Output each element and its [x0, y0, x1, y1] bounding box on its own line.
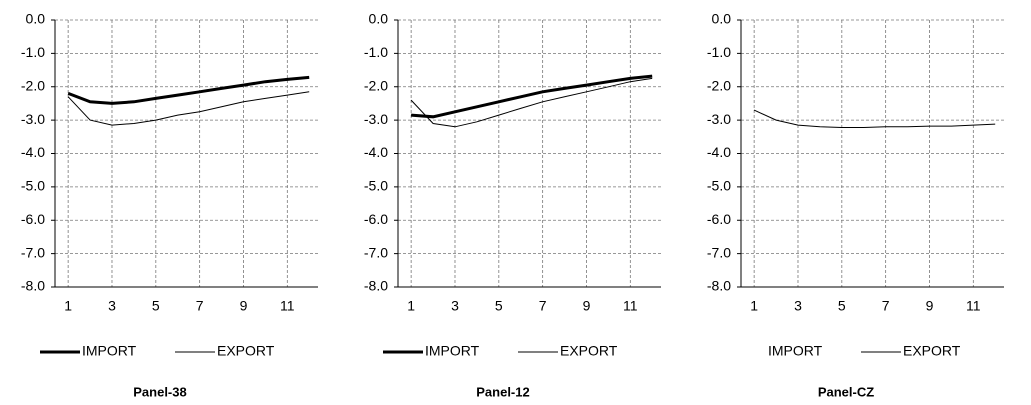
x-tick-label: 7: [882, 298, 890, 314]
y-tick-label: -5.0: [707, 178, 731, 194]
x-tick-label: 11: [280, 298, 295, 314]
line-series: [410, 77, 653, 128]
legend-label: IMPORT: [425, 343, 480, 359]
y-tick-label: -7.0: [364, 244, 388, 260]
x-tick-label: 1: [64, 298, 72, 314]
y-tick-label: -7.0: [707, 244, 731, 260]
y-tick-label: -5.0: [21, 178, 45, 194]
x-tick-label: 5: [838, 298, 846, 314]
legend-label: EXPORT: [217, 343, 275, 359]
y-tick-label: -6.0: [364, 211, 388, 227]
x-tick-label: 5: [495, 298, 503, 314]
y-tick-label: -3.0: [707, 111, 731, 127]
x-tick-label: 11: [966, 298, 981, 314]
x-tick-label: 7: [196, 298, 204, 314]
line-series: [67, 75, 310, 105]
y-tick-label: -4.0: [364, 144, 388, 160]
y-tick-label: -4.0: [21, 144, 45, 160]
line-series: [410, 74, 653, 119]
chart-title: Panel-38: [133, 384, 186, 399]
legend-label: IMPORT: [768, 343, 823, 359]
y-tick-label: -3.0: [364, 111, 388, 127]
y-tick-label: -7.0: [21, 244, 45, 260]
y-tick-label: -1.0: [707, 44, 731, 60]
line-series: [67, 91, 310, 126]
y-tick-label: 0.0: [26, 11, 46, 27]
legend-label: EXPORT: [903, 343, 961, 359]
x-tick-label: 3: [794, 298, 802, 314]
x-tick-label: 11: [623, 298, 638, 314]
y-tick-label: -2.0: [364, 77, 388, 93]
line-series: [753, 109, 996, 128]
y-tick-label: 0.0: [369, 11, 389, 27]
y-tick-label: -8.0: [364, 278, 388, 294]
y-tick-label: -5.0: [364, 178, 388, 194]
y-tick-label: -8.0: [21, 278, 45, 294]
x-tick-label: 3: [451, 298, 459, 314]
chart-title: Panel-CZ: [818, 384, 874, 399]
y-tick-label: -6.0: [21, 211, 45, 227]
y-tick-label: -4.0: [707, 144, 731, 160]
y-tick-label: -6.0: [707, 211, 731, 227]
y-tick-label: -2.0: [707, 77, 731, 93]
y-tick-label: -2.0: [21, 77, 45, 93]
x-tick-label: 9: [240, 298, 248, 314]
chart-title: Panel-12: [476, 384, 529, 399]
x-tick-label: 3: [108, 298, 116, 314]
y-tick-label: -1.0: [21, 44, 45, 60]
x-tick-label: 7: [539, 298, 547, 314]
x-tick-label: 1: [407, 298, 415, 314]
y-tick-label: -1.0: [364, 44, 388, 60]
y-tick-label: -3.0: [21, 111, 45, 127]
x-tick-label: 9: [926, 298, 934, 314]
x-tick-label: 9: [583, 298, 591, 314]
y-tick-label: -8.0: [707, 278, 731, 294]
x-tick-label: 1: [750, 298, 758, 314]
legend-label: EXPORT: [560, 343, 618, 359]
x-tick-label: 5: [152, 298, 160, 314]
legend-label: IMPORT: [82, 343, 137, 359]
y-tick-label: 0.0: [712, 11, 732, 27]
